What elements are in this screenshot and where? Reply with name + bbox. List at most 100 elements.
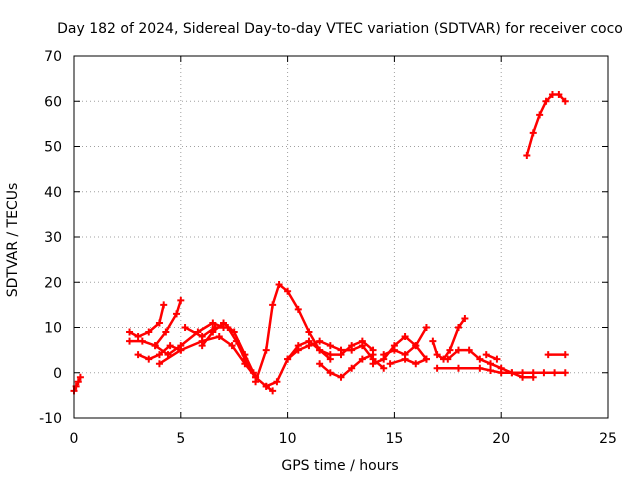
series-arc-5 <box>151 296 185 350</box>
data-point-marker <box>412 342 420 350</box>
series-arc-11 <box>284 337 377 363</box>
data-point-marker <box>160 301 168 309</box>
data-point-marker <box>74 378 82 386</box>
data-point-marker <box>294 305 302 313</box>
data-point-marker <box>482 351 490 359</box>
data-point-marker <box>433 351 441 359</box>
data-point-marker <box>540 369 548 377</box>
data-point-marker <box>181 324 189 331</box>
data-point-marker <box>487 366 495 374</box>
series-arc-18 <box>444 346 537 381</box>
y-axis-label: SDTVAR / TECUs <box>5 183 21 298</box>
data-point-marker <box>134 333 142 341</box>
data-point-marker <box>215 333 223 341</box>
data-point-marker <box>241 351 249 359</box>
series-trace <box>254 283 332 384</box>
data-point-marker <box>305 337 313 345</box>
data-point-marker <box>162 328 170 336</box>
data-point-marker <box>326 342 334 350</box>
data-series <box>70 90 569 395</box>
x-tick-label: 5 <box>176 431 185 447</box>
data-point-marker <box>275 281 283 289</box>
grid <box>74 56 608 418</box>
data-point-marker <box>380 351 388 359</box>
data-point-marker <box>536 111 544 119</box>
series-arc-15 <box>386 355 430 368</box>
data-point-marker <box>369 351 377 359</box>
data-point-marker <box>294 342 302 350</box>
data-point-marker <box>493 355 501 363</box>
data-point-marker <box>390 346 398 354</box>
data-point-marker <box>269 301 277 309</box>
data-point-marker <box>369 360 377 368</box>
data-point-marker <box>316 360 324 368</box>
x-tick-label: 20 <box>492 431 510 447</box>
x-tick-label: 10 <box>279 431 297 447</box>
series-arc-12 <box>316 351 377 381</box>
data-point-marker <box>358 355 366 363</box>
data-point-marker <box>465 346 473 354</box>
data-point-marker <box>348 342 356 350</box>
data-point-marker <box>548 90 556 98</box>
data-point-marker <box>529 373 537 381</box>
series-arc-19 <box>482 351 501 363</box>
data-point-marker <box>126 328 134 336</box>
x-axis-label: GPS time / hours <box>281 458 398 474</box>
data-point-marker <box>542 97 550 105</box>
data-point-marker <box>454 346 462 354</box>
data-point-marker <box>561 351 569 359</box>
data-point-marker <box>198 342 206 350</box>
x-tick-label: 15 <box>385 431 403 447</box>
data-point-marker <box>262 382 270 390</box>
data-point-marker <box>454 324 462 331</box>
y-tick-label: 60 <box>44 94 62 110</box>
data-point-marker <box>337 351 345 359</box>
data-point-marker <box>401 355 409 363</box>
data-point-marker <box>262 346 270 354</box>
data-point-marker <box>529 129 537 137</box>
data-point-marker <box>429 337 437 345</box>
data-point-marker <box>326 369 334 377</box>
data-point-marker <box>386 360 394 368</box>
data-point-marker <box>145 328 153 336</box>
series-arc-9 <box>252 281 334 386</box>
data-point-marker <box>155 360 163 368</box>
data-point-marker <box>461 314 469 322</box>
y-tick-label: 20 <box>44 275 62 291</box>
series-arc-20 <box>523 90 569 160</box>
data-point-marker <box>444 355 452 363</box>
data-point-marker <box>252 378 260 386</box>
data-point-marker <box>487 360 495 368</box>
data-point-marker <box>454 364 462 372</box>
data-point-marker <box>230 328 238 336</box>
x-tick-label: 0 <box>70 431 79 447</box>
y-tick-label: 0 <box>53 366 62 382</box>
data-point-marker <box>476 355 484 363</box>
series-arc-7 <box>181 324 257 377</box>
data-point-marker <box>497 364 505 372</box>
series-arc-2 <box>126 301 168 341</box>
data-point-marker <box>209 319 217 327</box>
data-point-marker <box>544 351 552 359</box>
data-point-marker <box>401 333 409 341</box>
data-point-marker <box>145 355 153 363</box>
y-tick-label: 50 <box>44 140 62 156</box>
data-point-marker <box>422 355 430 363</box>
data-point-marker <box>519 373 527 381</box>
data-point-marker <box>305 328 313 336</box>
data-point-marker <box>228 342 236 350</box>
data-point-marker <box>177 346 185 354</box>
data-point-marker <box>209 328 217 336</box>
series-trace <box>153 299 183 347</box>
series-arc-8 <box>198 319 260 381</box>
data-point-marker <box>134 351 142 359</box>
data-point-marker <box>412 360 420 368</box>
chart-title: Day 182 of 2024, Sidereal Day-to-day VTE… <box>57 21 623 37</box>
data-point-marker <box>177 296 185 304</box>
data-point-marker <box>220 319 228 327</box>
series-arc-16 <box>429 314 469 363</box>
data-point-marker <box>155 319 163 327</box>
y-tick-label: 30 <box>44 230 62 246</box>
data-point-marker <box>476 364 484 372</box>
data-point-marker <box>173 310 181 318</box>
